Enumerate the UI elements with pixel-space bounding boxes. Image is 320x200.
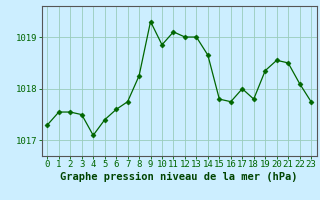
X-axis label: Graphe pression niveau de la mer (hPa): Graphe pression niveau de la mer (hPa)	[60, 172, 298, 182]
